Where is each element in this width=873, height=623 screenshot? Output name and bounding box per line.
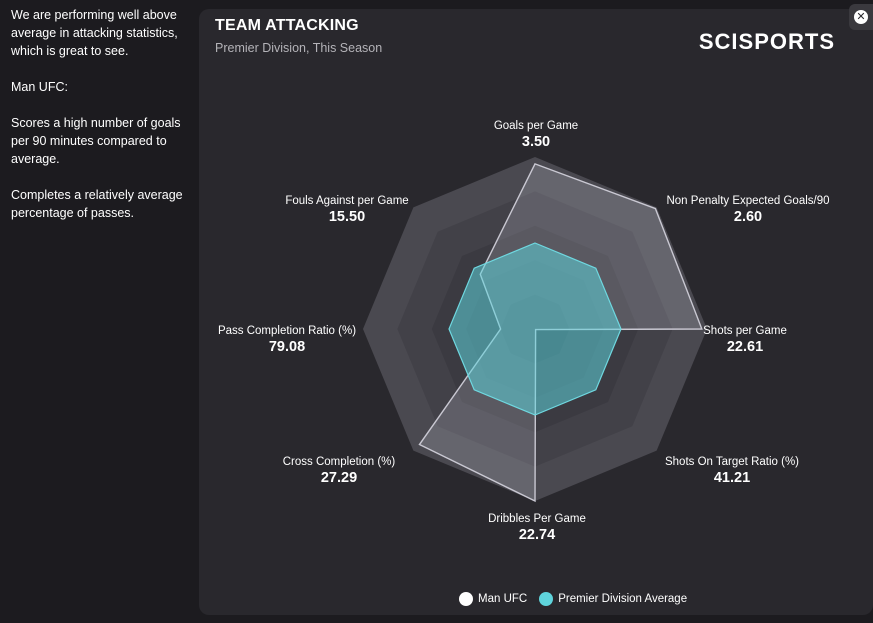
axis-value-6: 79.08	[269, 339, 305, 355]
close-button[interactable]: ✕	[849, 4, 873, 30]
axis-value-1: 2.60	[734, 209, 762, 225]
axis-label-5: Cross Completion (%)	[283, 456, 396, 468]
panel-subtitle: Premier Division, This Season	[215, 41, 383, 55]
insight-summary: We are performing well above average in …	[11, 8, 178, 58]
axis-value-4: 22.74	[519, 527, 555, 543]
axis-label-7: Fouls Against per Game	[285, 195, 408, 207]
axis-value-7: 15.50	[329, 209, 365, 225]
axis-label-2: Shots per Game	[703, 325, 787, 337]
legend-label-average: Premier Division Average	[558, 593, 688, 605]
legend-swatch-team	[459, 592, 473, 606]
radar-chart: Goals per Game 3.50 Non Penalty Expected G…	[218, 120, 830, 543]
legend-item-average[interactable]: Premier Division Average	[539, 592, 687, 606]
axis-label-6: Pass Completion Ratio (%)	[218, 325, 356, 337]
insight-goals: Scores a high number of goals per 90 min…	[11, 116, 181, 166]
legend-item-team[interactable]: Man UFC	[459, 592, 527, 606]
axis-label-0: Goals per Game	[494, 120, 578, 132]
insights-sidebar: We are performing well above average in …	[0, 0, 200, 623]
legend-label-team: Man UFC	[478, 593, 528, 605]
axis-value-2: 22.61	[727, 339, 763, 355]
insight-team-name: Man UFC:	[11, 80, 68, 94]
series-polygon-average	[448, 242, 622, 416]
close-icon: ✕	[854, 10, 868, 24]
insight-passes: Completes a relatively average percentag…	[11, 188, 183, 220]
scisports-logo: SCISPORTS	[698, 29, 835, 54]
legend-swatch-average	[539, 592, 554, 606]
axis-label-1: Non Penalty Expected Goals/90	[666, 195, 829, 207]
axis-value-3: 41.21	[714, 470, 750, 486]
axis-value-5: 27.29	[321, 470, 357, 486]
panel-title: TEAM ATTACKING	[215, 17, 359, 34]
axis-label-3: Shots On Target Ratio (%)	[665, 456, 799, 468]
axis-label-4: Dribbles Per Game	[488, 513, 586, 525]
axis-value-0: 3.50	[522, 134, 550, 150]
team-attacking-panel: TEAM ATTACKING Premier Division, This Se…	[199, 9, 873, 615]
chart-legend: Man UFC Premier Division Average	[459, 592, 699, 606]
